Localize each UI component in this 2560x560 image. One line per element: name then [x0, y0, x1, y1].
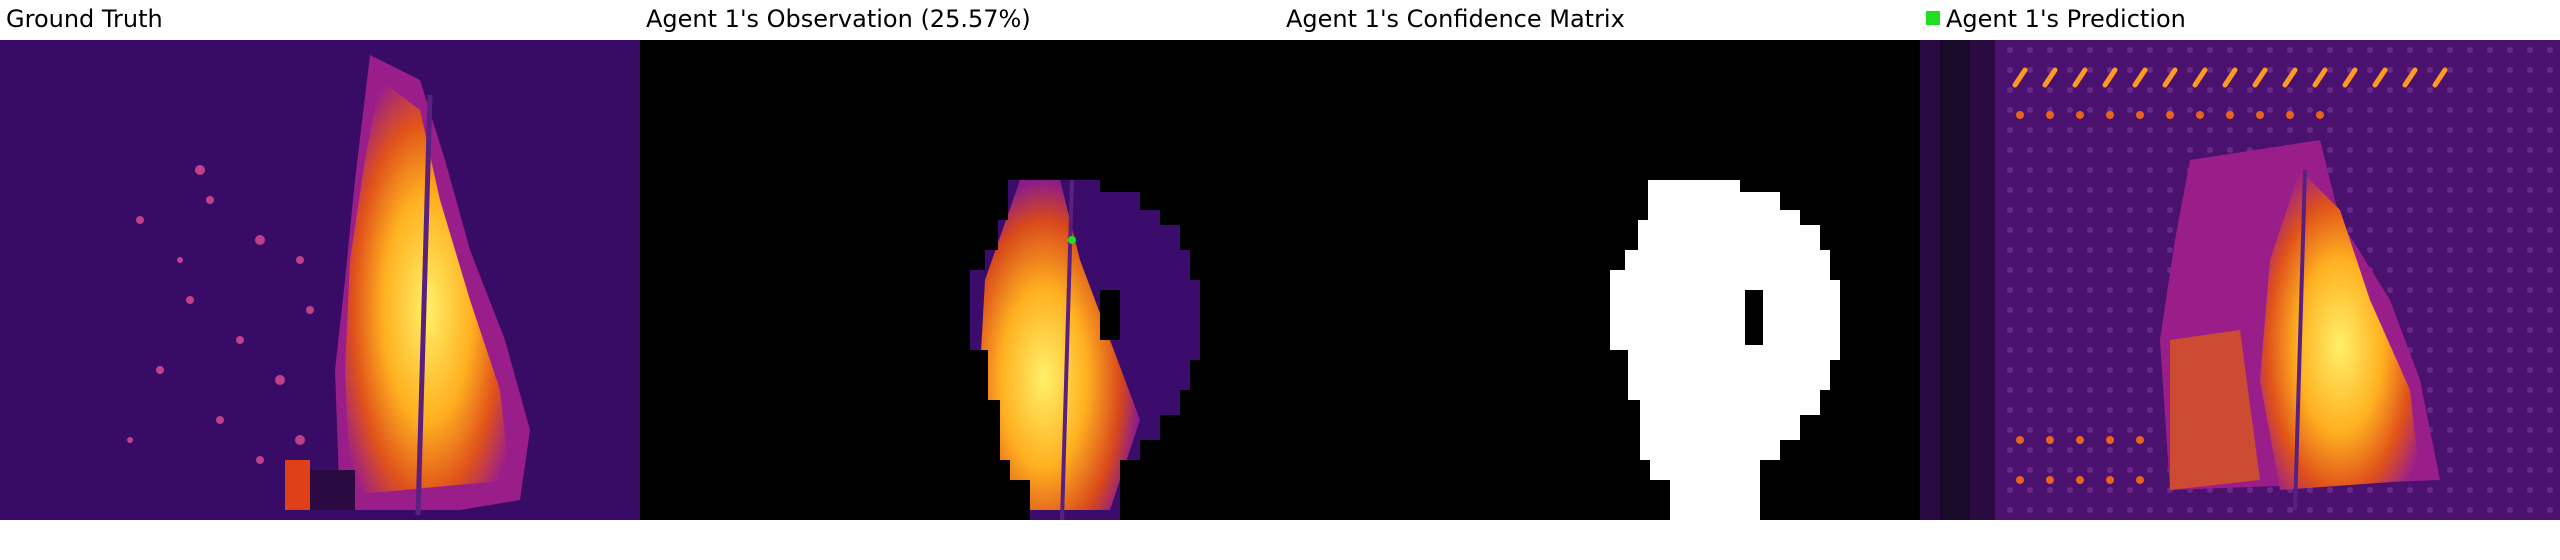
- prediction-title-text: Agent 1's Prediction: [1946, 5, 2186, 33]
- observation-title: Agent 1's Observation (25.57%): [646, 5, 1031, 33]
- confidence-image: [1280, 40, 1920, 520]
- confidence-panel: Agent 1's Confidence Matrix: [1280, 0, 1920, 560]
- agent-marker: [1068, 236, 1076, 244]
- observation-image: [640, 40, 1280, 520]
- prediction-panel: Agent 1's Prediction: [1920, 0, 2560, 560]
- confidence-title: Agent 1's Confidence Matrix: [1286, 5, 1625, 33]
- ground-truth-panel: Ground Truth: [0, 0, 640, 560]
- ground-truth-title: Ground Truth: [6, 5, 163, 33]
- prediction-title: Agent 1's Prediction: [1926, 2, 2186, 36]
- observation-panel: Agent 1's Observation (25.57%): [640, 0, 1280, 560]
- prediction-image: [1920, 40, 2560, 520]
- legend-swatch: [1926, 11, 1940, 25]
- ground-truth-image: [0, 40, 640, 520]
